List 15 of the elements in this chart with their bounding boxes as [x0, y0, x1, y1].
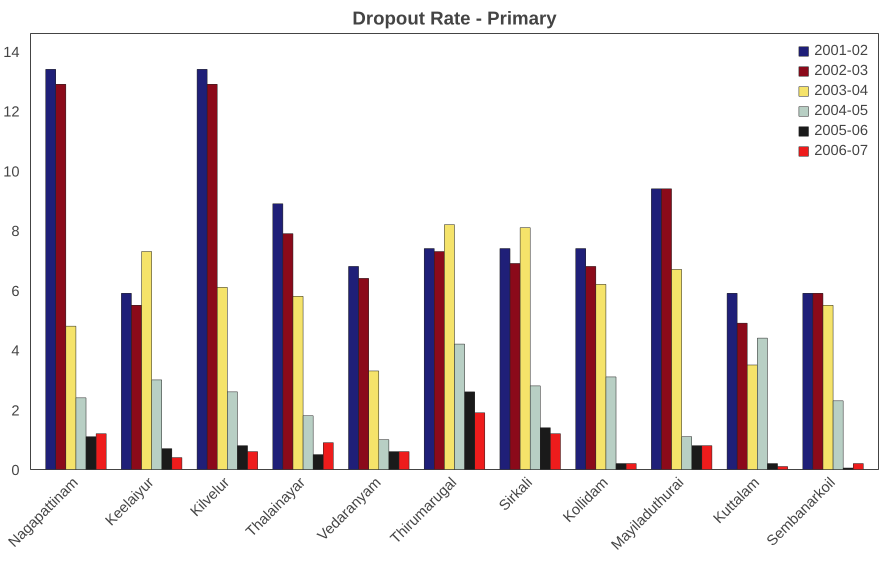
- y-tick-label: 4: [11, 344, 20, 360]
- legend-label: 2002-03: [814, 63, 868, 79]
- legend-label: 2005-06: [814, 123, 868, 139]
- legend-label: 2006-07: [814, 143, 868, 159]
- y-tick-label: 12: [3, 104, 20, 121]
- y-tick-label: 14: [3, 44, 20, 61]
- y-tick-label: 2: [11, 403, 20, 420]
- legend-label: 2004-05: [814, 103, 868, 119]
- chart-title: Dropout Rate - Primary: [352, 8, 558, 28]
- y-tick-label: 8: [11, 224, 20, 240]
- y-tick-label: 0: [11, 463, 20, 479]
- legend-label: 2001-02: [814, 43, 868, 59]
- legend-label: 2003-04: [814, 83, 868, 99]
- y-tick-label: 10: [3, 164, 20, 180]
- y-tick-label: 6: [11, 284, 20, 300]
